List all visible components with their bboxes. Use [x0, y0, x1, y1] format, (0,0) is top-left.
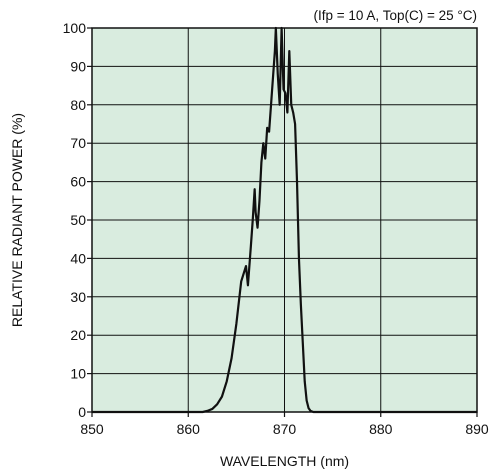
x-axis-label: WAVELENGTH (nm) — [220, 453, 349, 469]
y-tick-label: 10 — [70, 366, 86, 382]
x-tick-label: 860 — [177, 421, 201, 437]
y-tick-label: 20 — [70, 327, 86, 343]
x-tick-label: 890 — [465, 421, 489, 437]
y-axis-label: RELATIVE RADIANT POWER (%) — [9, 113, 25, 327]
spectrum-line — [92, 26, 477, 414]
plot-frame — [91, 27, 478, 413]
y-tick-label: 100 — [63, 20, 87, 36]
x-tick-label: 850 — [80, 421, 104, 437]
y-tick-label: 40 — [70, 250, 86, 266]
x-tick-label: 870 — [273, 421, 297, 437]
y-axis-ticks: 0 10 20 30 40 50 60 70 80 90 100 — [63, 20, 92, 420]
y-tick-label: 90 — [70, 58, 86, 74]
x-axis-ticks: 850 860 870 880 890 — [80, 412, 489, 437]
y-tick-label: 30 — [70, 289, 86, 305]
y-tick-label: 70 — [70, 135, 86, 151]
y-tick-label: 60 — [70, 174, 86, 190]
chart-annotation: (Ifp = 10 A, Top(C) = 25 °C) — [314, 8, 477, 23]
x-tick-label: 880 — [369, 421, 393, 437]
y-tick-label: 0 — [78, 404, 86, 420]
y-tick-label: 50 — [70, 212, 86, 228]
y-tick-label: 80 — [70, 97, 86, 113]
